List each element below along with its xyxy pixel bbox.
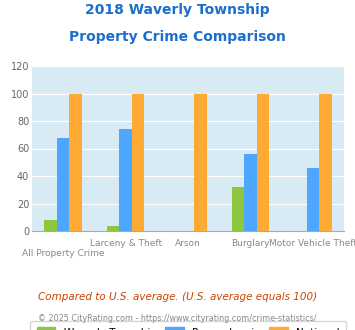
Bar xyxy=(107,225,119,231)
Bar xyxy=(132,93,144,231)
Bar xyxy=(57,138,70,231)
Bar xyxy=(70,93,82,231)
Bar xyxy=(320,93,332,231)
Bar xyxy=(257,93,269,231)
Bar xyxy=(119,129,132,231)
Text: Burglary: Burglary xyxy=(231,239,270,248)
Text: All Property Crime: All Property Crime xyxy=(22,249,104,258)
Text: 2018 Waverly Township: 2018 Waverly Township xyxy=(85,3,270,17)
Text: Compared to U.S. average. (U.S. average equals 100): Compared to U.S. average. (U.S. average … xyxy=(38,292,317,302)
Text: Motor Vehicle Theft: Motor Vehicle Theft xyxy=(269,239,355,248)
Text: Larceny & Theft: Larceny & Theft xyxy=(89,239,162,248)
Bar xyxy=(195,93,207,231)
Bar xyxy=(307,168,320,231)
Text: Arson: Arson xyxy=(175,239,201,248)
Bar xyxy=(232,187,244,231)
Text: Property Crime Comparison: Property Crime Comparison xyxy=(69,30,286,44)
Bar xyxy=(244,154,257,231)
Text: © 2025 CityRating.com - https://www.cityrating.com/crime-statistics/: © 2025 CityRating.com - https://www.city… xyxy=(38,314,317,323)
Bar xyxy=(44,220,57,231)
Legend: Waverly Township, Pennsylvania, National: Waverly Township, Pennsylvania, National xyxy=(30,321,346,330)
